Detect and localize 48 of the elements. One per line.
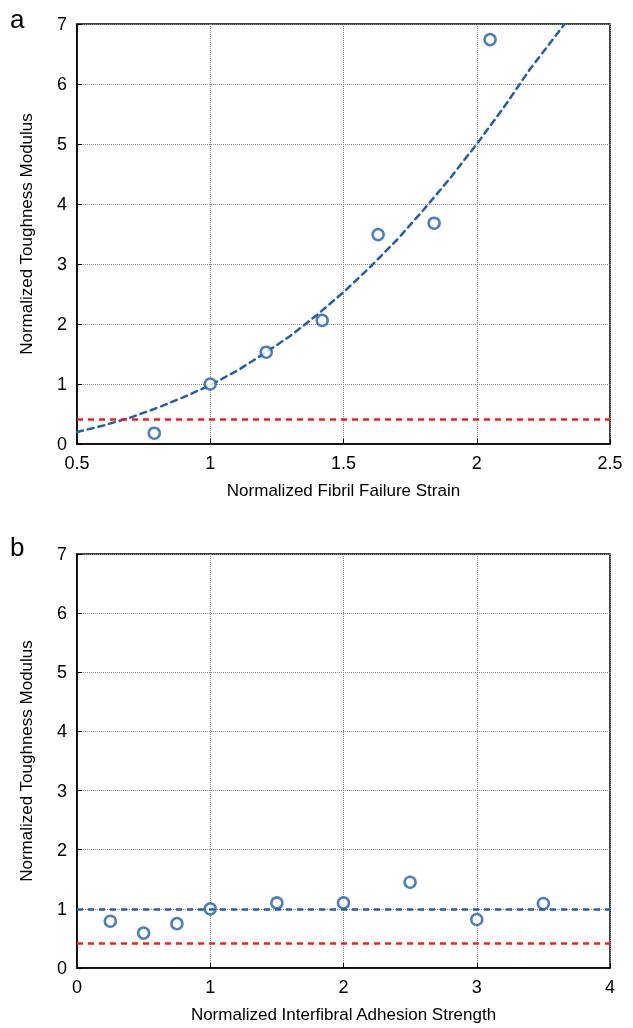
x-tick-label: 1 bbox=[205, 453, 216, 473]
x-tick-label: 0.5 bbox=[64, 453, 90, 473]
x-tick-label: 1.5 bbox=[330, 453, 357, 473]
x-tick-label: 2.5 bbox=[597, 453, 623, 473]
point bbox=[147, 426, 162, 440]
y-tick-label: 1 bbox=[56, 898, 67, 919]
point bbox=[203, 377, 217, 391]
x-tick-label: 2 bbox=[338, 977, 349, 997]
point bbox=[103, 914, 118, 929]
point bbox=[170, 916, 184, 931]
y-tick-label: 0 bbox=[56, 958, 67, 978]
y-tick-label: 1 bbox=[56, 374, 67, 394]
y-tick-label: 7 bbox=[56, 544, 67, 564]
point bbox=[371, 227, 385, 242]
x-tick-label: 0 bbox=[71, 977, 83, 997]
y-tick-label: 5 bbox=[56, 134, 67, 154]
point bbox=[483, 32, 497, 47]
y-tick-label: 3 bbox=[56, 780, 67, 801]
point bbox=[136, 926, 151, 940]
point bbox=[470, 912, 484, 927]
y-tick-label: 2 bbox=[56, 839, 67, 860]
point bbox=[259, 345, 273, 359]
point bbox=[336, 896, 351, 910]
x-axis-title: Normalized Interfibral Adhesion Strength bbox=[190, 1005, 497, 1024]
line-series bbox=[75, 22, 566, 434]
text: b bbox=[10, 532, 25, 562]
x-axis-title: Normalized Fibril Failure Strain bbox=[226, 481, 461, 500]
point bbox=[403, 875, 417, 889]
x-tick-label: 1 bbox=[205, 977, 216, 997]
y-tick-label: 4 bbox=[56, 194, 67, 214]
text: a bbox=[10, 4, 25, 34]
y-axis-title: Normalized Toughness Modulus bbox=[17, 640, 36, 882]
y-tick-label: 7 bbox=[56, 14, 67, 34]
y-tick-label: 5 bbox=[56, 662, 67, 683]
y-axis-title: Normalized Toughness Modulus bbox=[17, 113, 36, 355]
y-tick-label: 3 bbox=[56, 254, 67, 274]
y-tick-label: 2 bbox=[56, 314, 67, 334]
x-tick-label: 3 bbox=[471, 977, 482, 997]
point bbox=[427, 216, 441, 230]
y-tick-label: 6 bbox=[56, 74, 67, 94]
point bbox=[536, 896, 551, 911]
point bbox=[270, 896, 284, 910]
point bbox=[315, 313, 329, 328]
y-tick-label: 6 bbox=[56, 603, 67, 624]
y-tick-label: 4 bbox=[56, 721, 67, 742]
x-tick-label: 4 bbox=[604, 977, 616, 997]
y-tick-label: 0 bbox=[56, 434, 67, 454]
x-tick-label: 2 bbox=[471, 453, 482, 473]
